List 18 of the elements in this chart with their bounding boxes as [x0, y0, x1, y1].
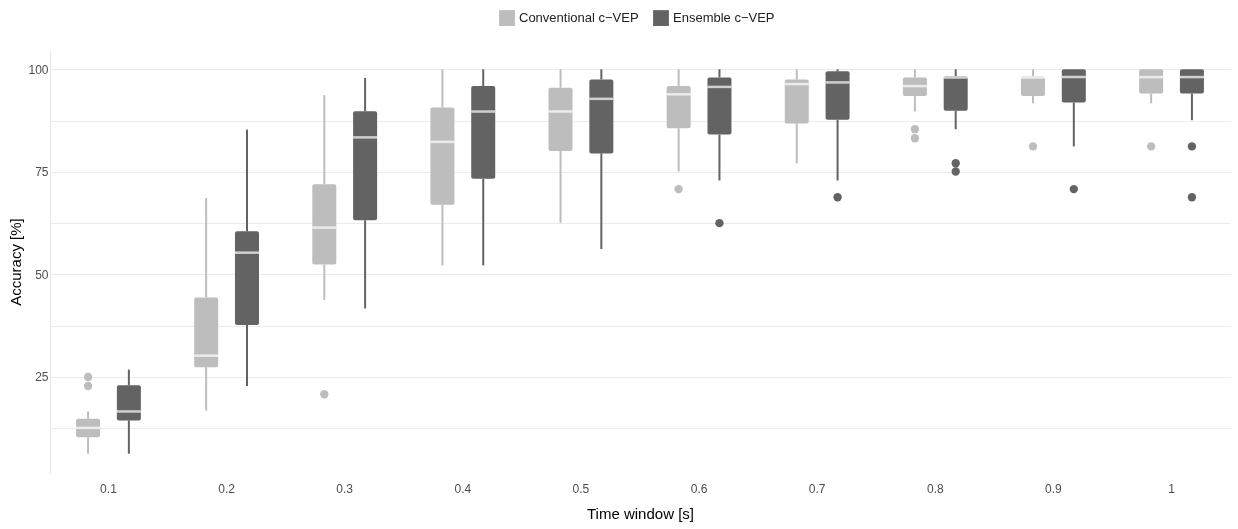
- y-axis-title: Accuracy [%]: [7, 218, 25, 306]
- legend-label: Conventional c−VEP: [519, 10, 639, 26]
- y-tick-label: 25: [35, 370, 49, 385]
- y-tick-label: 50: [35, 267, 49, 282]
- x-tick-label: 0.2: [218, 481, 236, 496]
- x-tick-label: 0.3: [336, 481, 354, 496]
- x-tick-label: 0.6: [690, 481, 708, 496]
- x-tick-label: 0.1: [100, 481, 118, 496]
- legend-label: Ensemble c−VEP: [673, 10, 775, 26]
- x-tick-label: 0.9: [1045, 481, 1063, 496]
- x-tick-label: 1: [1168, 481, 1176, 496]
- x-tick-label: 0.7: [808, 481, 826, 496]
- x-tick-label: 0.5: [572, 481, 590, 496]
- y-tick-label: 75: [35, 165, 49, 180]
- y-tick-label: 100: [28, 62, 49, 77]
- x-tick-label: 0.4: [454, 481, 472, 496]
- x-axis-title: Time window [s]: [587, 504, 694, 522]
- x-tick-label: 0.8: [926, 481, 944, 496]
